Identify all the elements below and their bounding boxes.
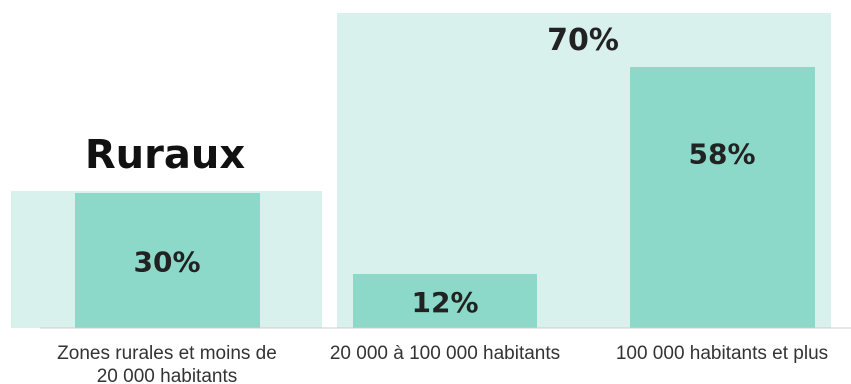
bar-value-label-1: 30% — [133, 246, 200, 279]
category-label-2: 20 000 à 100 000 habitants — [330, 343, 560, 364]
group-label-ruraux: Ruraux — [85, 132, 245, 178]
category-label-line: 20 000 habitants — [97, 366, 238, 384]
category-label-line: 100 000 habitants et plus — [616, 343, 828, 364]
category-label-3: 100 000 habitants et plus — [616, 343, 828, 364]
category-label-line: Zones rurales et moins de — [57, 343, 277, 364]
bar-1 — [75, 193, 260, 328]
bar-value-label-3: 58% — [688, 138, 755, 171]
bar-3 — [630, 67, 815, 328]
category-label-1: Zones rurales et moins de 20 000 habitant… — [57, 343, 277, 384]
bar-value-label-2: 12% — [411, 286, 478, 319]
category-label-line: 20 000 à 100 000 habitants — [330, 343, 560, 364]
bar-2 — [353, 274, 537, 328]
group-total-label: 70% — [547, 23, 619, 58]
